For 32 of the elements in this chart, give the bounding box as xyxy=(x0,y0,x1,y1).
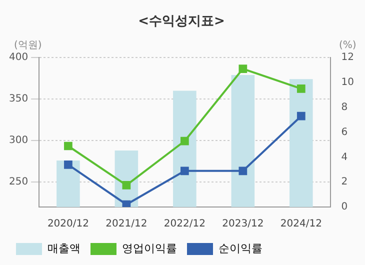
y2-tick-label: 6 xyxy=(341,126,348,138)
y2-axis-title: (%) xyxy=(338,40,356,52)
y-tick-label: 350 xyxy=(8,94,28,105)
point xyxy=(64,142,72,150)
legend-label: 영업이익률 xyxy=(122,242,177,255)
point xyxy=(238,166,248,176)
x-tick-label: 2023/12 xyxy=(222,218,264,230)
x-tick-label: 2021/12 xyxy=(106,218,148,230)
y-tick-label: 250 xyxy=(8,176,28,188)
y2-tick-label: 12 xyxy=(341,52,354,64)
y2-tick-label: 8 xyxy=(341,102,348,113)
point xyxy=(180,136,189,146)
y2-tick-label: 4 xyxy=(341,152,348,163)
x-tick-label: 2024/12 xyxy=(280,218,322,230)
point xyxy=(64,160,72,169)
point xyxy=(180,166,189,176)
point xyxy=(122,200,131,207)
legend-label: 매출액 xyxy=(48,242,80,255)
y-tick-label: 400 xyxy=(8,52,28,64)
y-tick-label: 300 xyxy=(8,135,28,146)
x-tick-label: 2022/12 xyxy=(164,218,206,230)
chart-title: <수익성지표> xyxy=(138,14,225,30)
point xyxy=(296,112,306,120)
x-tick-label: 2020/12 xyxy=(47,218,89,230)
point xyxy=(122,181,131,190)
y2-tick-label: 0 xyxy=(341,202,348,213)
point xyxy=(238,64,248,73)
y2-tick-label: 10 xyxy=(341,77,354,88)
point xyxy=(296,84,306,93)
y-axis-title: (억원) xyxy=(14,40,42,52)
legend-label: 순이익률 xyxy=(218,242,262,255)
y2-tick-label: 2 xyxy=(341,176,348,188)
